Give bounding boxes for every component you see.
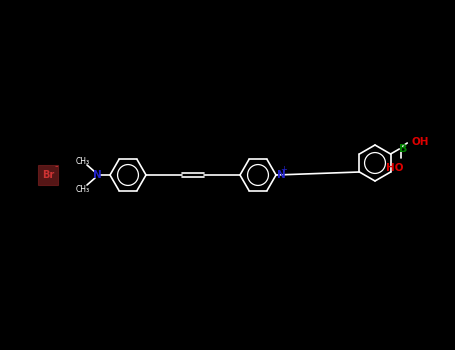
Text: CH₃: CH₃ bbox=[76, 156, 90, 166]
Text: -: - bbox=[54, 161, 58, 171]
Text: N: N bbox=[277, 170, 286, 180]
Text: CH₃: CH₃ bbox=[76, 184, 90, 194]
Text: B: B bbox=[399, 144, 407, 154]
Text: HO: HO bbox=[386, 163, 404, 173]
Text: N: N bbox=[93, 170, 101, 180]
Bar bbox=[38, 165, 58, 185]
Text: +: + bbox=[281, 166, 288, 175]
Text: OH: OH bbox=[411, 137, 429, 147]
Text: Br: Br bbox=[42, 170, 54, 180]
